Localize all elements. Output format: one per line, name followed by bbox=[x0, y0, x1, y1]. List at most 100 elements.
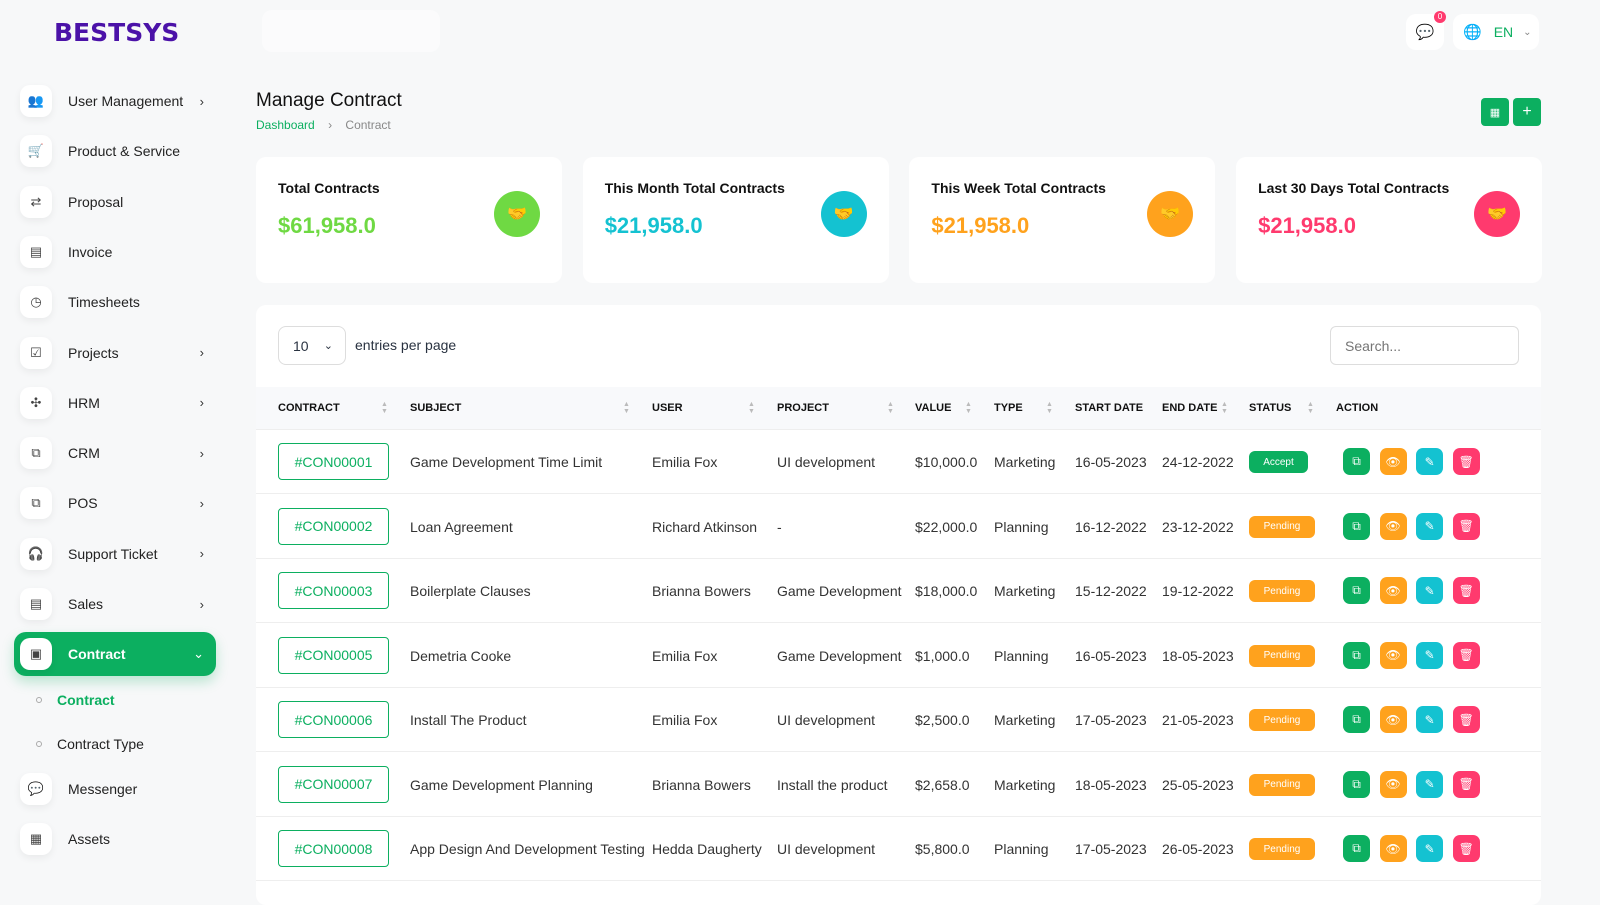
pos-icon: ⧉ bbox=[20, 487, 52, 520]
column-header-start-date[interactable]: START DATE bbox=[1075, 402, 1144, 414]
edit-button[interactable]: ✎ bbox=[1416, 770, 1444, 798]
sidebar-item-projects[interactable]: ☑ Projects › bbox=[14, 331, 216, 375]
copy-button[interactable]: ⧉ bbox=[1343, 641, 1370, 669]
search-input[interactable] bbox=[1330, 326, 1519, 365]
delete-button[interactable]: 🗑 bbox=[1452, 512, 1480, 540]
sidebar-item-label: Product & Service bbox=[68, 143, 181, 160]
status-badge: Accept bbox=[1249, 451, 1308, 473]
sidebar-item-label: Messenger bbox=[68, 781, 138, 797]
delete-button[interactable]: 🗑 bbox=[1452, 770, 1480, 798]
breadcrumb-dashboard[interactable]: Dashboard bbox=[256, 118, 315, 132]
sidebar-item-contract[interactable]: ▣ Contract ⌄ bbox=[14, 632, 216, 677]
cell-start: 16-12-2022 bbox=[1075, 518, 1147, 535]
edit-button[interactable]: ✎ bbox=[1416, 448, 1444, 475]
copy-button[interactable]: ⧉ bbox=[1343, 706, 1370, 733]
sidebar-item-assets[interactable]: ▦ Assets bbox=[14, 817, 216, 861]
edit-button[interactable]: ✎ bbox=[1416, 512, 1444, 540]
sidebar-item-timesheets[interactable]: ◷ Timesheets bbox=[14, 280, 216, 324]
view-button[interactable]: 👁 bbox=[1379, 512, 1407, 540]
view-button[interactable]: 👁 bbox=[1379, 577, 1407, 604]
delete-button[interactable]: 🗑 bbox=[1452, 706, 1480, 733]
contract-id-button[interactable]: #CON00001 bbox=[278, 443, 389, 480]
delete-button[interactable]: 🗑 bbox=[1452, 835, 1480, 862]
sort-icon[interactable]: ▲ ▼ bbox=[623, 401, 630, 415]
sidebar-item-messenger[interactable]: 💬 Messenger bbox=[14, 767, 216, 811]
chevron-right-icon: › bbox=[199, 596, 204, 612]
cell-type: Planning bbox=[994, 518, 1049, 535]
column-header-status[interactable]: STATUS bbox=[1249, 402, 1292, 414]
sidebar-item-label: POS bbox=[68, 495, 98, 512]
copy-button[interactable]: ⧉ bbox=[1343, 577, 1370, 604]
copy-button[interactable]: ⧉ bbox=[1343, 770, 1370, 798]
cell-user: Brianna Bowers bbox=[652, 583, 751, 599]
edit-button[interactable]: ✎ bbox=[1416, 641, 1444, 669]
sort-icon[interactable]: ▲ ▼ bbox=[965, 401, 972, 415]
delete-icon: 🗑 bbox=[1458, 519, 1474, 533]
proposal-icon: ⇄ bbox=[20, 185, 52, 218]
copy-button[interactable]: ⧉ bbox=[1343, 512, 1370, 540]
sidebar-item-product-service[interactable]: 🛒 Product & Service bbox=[14, 129, 216, 173]
sort-icon[interactable]: ▲ ▼ bbox=[748, 401, 755, 415]
cell-value: $10,000.0 bbox=[915, 454, 978, 470]
view-button[interactable]: 👁 bbox=[1379, 641, 1407, 669]
contract-id-button[interactable]: #CON00002 bbox=[278, 507, 389, 545]
contract-id-button[interactable]: #CON00005 bbox=[278, 636, 389, 674]
sidebar-item-invoice[interactable]: ▤ Invoice bbox=[14, 230, 216, 274]
messages-button[interactable]: 💬 0 bbox=[1406, 11, 1446, 50]
page-size-select[interactable]: 10 ⌄ bbox=[278, 326, 346, 365]
sidebar-item-user-management[interactable]: 👥 User Management › bbox=[14, 79, 216, 123]
column-header-user[interactable]: USER bbox=[652, 402, 683, 414]
sort-icon[interactable]: ▲ ▼ bbox=[1046, 401, 1053, 415]
copy-icon: ⧉ bbox=[1352, 776, 1361, 791]
add-contract-button[interactable]: + bbox=[1513, 98, 1541, 126]
view-button[interactable]: 👁 bbox=[1379, 448, 1407, 475]
column-header-action[interactable]: ACTION bbox=[1336, 402, 1379, 414]
sidebar-subitem-contract-type[interactable]: Contract Type bbox=[36, 736, 144, 752]
stat-card: Total Contracts $61,958.0 🤝 bbox=[256, 157, 562, 283]
view-button[interactable]: 👁 bbox=[1379, 706, 1407, 733]
grid-view-button[interactable]: ▦ bbox=[1481, 98, 1509, 126]
sidebar-item-proposal[interactable]: ⇄ Proposal bbox=[14, 180, 216, 224]
edit-icon: ✎ bbox=[1424, 841, 1435, 856]
contract-id-button[interactable]: #CON00006 bbox=[278, 701, 389, 738]
top-search-box[interactable] bbox=[262, 10, 440, 52]
sort-icon[interactable]: ▲ ▼ bbox=[1307, 401, 1314, 415]
sort-icon[interactable]: ▲ ▼ bbox=[381, 401, 388, 415]
handshake-icon: 🤝 bbox=[820, 191, 867, 237]
cell-value: $1,000.0 bbox=[915, 647, 970, 664]
copy-button[interactable]: ⧉ bbox=[1343, 448, 1370, 475]
view-button[interactable]: 👁 bbox=[1379, 835, 1407, 862]
stat-card: This Week Total Contracts $21,958.0 🤝 bbox=[909, 157, 1216, 283]
sidebar-item-support-ticket[interactable]: 🎧 Support Ticket › bbox=[14, 532, 216, 576]
column-header-contract[interactable]: CONTRACT bbox=[278, 402, 340, 414]
sidebar-subitem-contract[interactable]: Contract bbox=[36, 692, 115, 708]
edit-button[interactable]: ✎ bbox=[1416, 577, 1444, 604]
language-selector[interactable]: 🌐 EN ⌄ bbox=[1453, 14, 1539, 50]
delete-button[interactable]: 🗑 bbox=[1452, 577, 1480, 604]
edit-button[interactable]: ✎ bbox=[1416, 835, 1444, 862]
view-button[interactable]: 👁 bbox=[1379, 770, 1407, 798]
cell-subject: Install The Product bbox=[410, 712, 527, 728]
sidebar-subitem-label: Contract bbox=[57, 692, 115, 708]
column-header-end-date[interactable]: END DATE bbox=[1162, 402, 1218, 414]
sort-icon[interactable]: ▲ ▼ bbox=[1221, 401, 1228, 415]
sort-icon[interactable]: ▲ ▼ bbox=[887, 401, 894, 415]
brand-logo[interactable]: BESTSYS bbox=[54, 18, 180, 47]
contract-id-button[interactable]: #CON00003 bbox=[278, 572, 389, 609]
stat-card-value: $21,958.0 bbox=[931, 213, 1030, 238]
column-header-value[interactable]: VALUE bbox=[915, 402, 952, 414]
delete-icon: 🗑 bbox=[1458, 841, 1474, 856]
column-header-type[interactable]: TYPE bbox=[994, 402, 1023, 414]
column-header-subject[interactable]: SUBJECT bbox=[410, 402, 462, 414]
edit-button[interactable]: ✎ bbox=[1416, 706, 1444, 733]
sidebar-item-pos[interactable]: ⧉ POS › bbox=[14, 481, 216, 525]
sidebar-item-crm[interactable]: ⧉ CRM › bbox=[14, 431, 216, 475]
sidebar-item-hrm[interactable]: ✣ HRM › bbox=[14, 381, 216, 425]
contract-id-button[interactable]: #CON00008 bbox=[278, 830, 389, 867]
copy-button[interactable]: ⧉ bbox=[1343, 835, 1370, 862]
delete-button[interactable]: 🗑 bbox=[1452, 641, 1480, 669]
contract-id-button[interactable]: #CON00007 bbox=[278, 765, 389, 803]
column-header-project[interactable]: PROJECT bbox=[777, 402, 829, 414]
sidebar-item-sales[interactable]: ▤ Sales › bbox=[14, 582, 216, 626]
delete-button[interactable]: 🗑 bbox=[1452, 448, 1480, 475]
